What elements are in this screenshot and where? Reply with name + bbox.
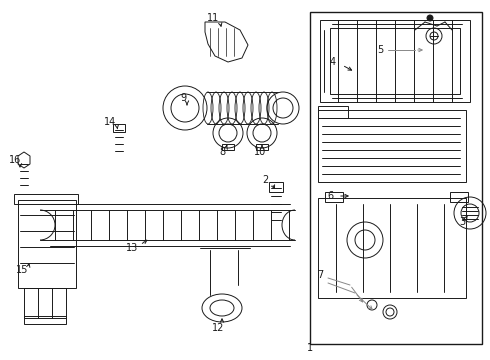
Bar <box>14 194 78 204</box>
Bar <box>113 124 125 132</box>
Text: 1: 1 <box>307 343 313 353</box>
Bar <box>24 288 66 318</box>
Text: 3: 3 <box>459 217 465 227</box>
Text: 12: 12 <box>212 323 224 333</box>
Text: 2: 2 <box>262 175 268 185</box>
Text: 10: 10 <box>254 147 266 157</box>
Text: 13: 13 <box>126 243 138 253</box>
Bar <box>450 192 468 202</box>
Bar <box>24 316 66 324</box>
Bar <box>330 28 460 94</box>
Text: 16: 16 <box>9 155 21 165</box>
Bar <box>320 20 470 102</box>
Text: 5: 5 <box>377 45 383 55</box>
Bar <box>269 182 283 192</box>
Bar <box>325 192 343 202</box>
Text: 15: 15 <box>16 265 28 275</box>
Text: 6: 6 <box>327 191 333 201</box>
Bar <box>18 200 76 288</box>
Text: 14: 14 <box>104 117 116 127</box>
Text: 9: 9 <box>180 93 186 103</box>
Text: 7: 7 <box>317 270 323 280</box>
Bar <box>256 144 268 150</box>
Bar <box>222 144 234 150</box>
Bar <box>310 12 482 344</box>
Text: 11: 11 <box>207 13 219 23</box>
Bar <box>318 110 466 182</box>
Text: 4: 4 <box>330 57 336 67</box>
Text: 8: 8 <box>219 147 225 157</box>
Bar <box>318 198 466 298</box>
Bar <box>318 106 348 118</box>
Circle shape <box>427 15 433 21</box>
